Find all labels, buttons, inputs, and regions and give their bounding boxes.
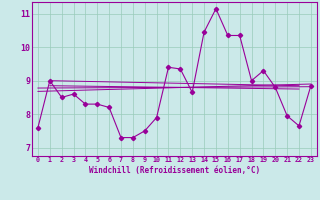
- X-axis label: Windchill (Refroidissement éolien,°C): Windchill (Refroidissement éolien,°C): [89, 166, 260, 175]
